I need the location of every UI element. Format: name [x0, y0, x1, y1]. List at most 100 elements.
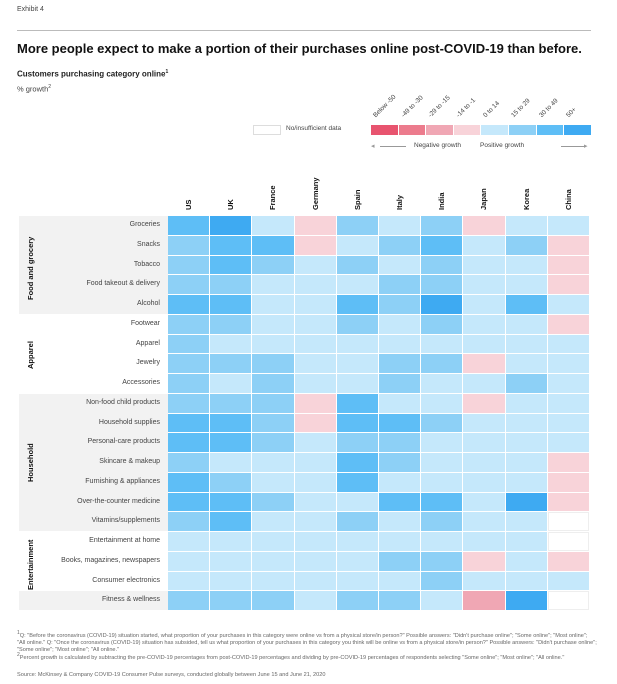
heatmap-cell — [336, 295, 378, 314]
heatmap-cell — [168, 255, 210, 275]
row-label: Accessories — [122, 379, 160, 386]
heatmap-cell — [336, 472, 378, 492]
heatmap-cell — [547, 295, 589, 314]
heatmap-cell — [336, 255, 378, 275]
heatmap-cell — [294, 591, 336, 610]
heatmap-cell — [168, 314, 210, 334]
row-label: Books, magazines, newspapers — [61, 556, 160, 564]
legend-swatch — [481, 125, 508, 135]
heatmap-cell — [379, 235, 421, 255]
heatmap-cell — [421, 255, 463, 275]
legend-no-data-label: No/insufficient data — [286, 125, 342, 132]
legend-bin-label: 0 to 14 — [482, 99, 502, 119]
heatmap-cell — [168, 393, 210, 413]
heatmap-cell — [168, 413, 210, 433]
heatmap-cell — [168, 591, 210, 610]
heatmap-cell — [421, 216, 463, 235]
footnote-ref: 2 — [48, 84, 52, 90]
heatmap-cell — [252, 216, 294, 235]
heatmap-cell — [379, 453, 421, 472]
row-label: Footwear — [130, 319, 160, 327]
heatmap-cell — [463, 314, 505, 334]
heatmap-cell — [505, 216, 547, 235]
heatmap-cell — [252, 492, 294, 512]
group-label: Household — [26, 443, 35, 483]
divider — [17, 30, 591, 31]
heatmap-cell — [463, 334, 505, 354]
heatmap-cell — [210, 235, 252, 255]
heatmap-cell — [210, 295, 252, 314]
heatmap-cell — [547, 314, 589, 334]
heatmap-cell — [252, 295, 294, 314]
heatmap-cell — [336, 492, 378, 512]
legend-bin-label: -14 to -1 — [454, 96, 477, 119]
heatmap-cell — [463, 512, 505, 531]
heatmap-cell — [463, 216, 505, 235]
heatmap-cell — [294, 235, 336, 255]
heatmap-cell — [336, 591, 378, 610]
heatmap-cell — [168, 275, 210, 294]
heatmap-cell — [210, 314, 252, 334]
heatmap-cell — [421, 532, 463, 551]
row-label: Alcohol — [137, 300, 160, 307]
heatmap-cell — [336, 374, 378, 393]
heatmap-cell — [379, 334, 421, 354]
group-band — [19, 532, 168, 591]
legend-bin-label: 50+ — [565, 106, 578, 119]
heatmap-cell — [252, 374, 294, 393]
legend-swatch — [509, 125, 536, 135]
heatmap-cell — [505, 413, 547, 433]
heatmap-cell — [168, 433, 210, 452]
footnote-1-text: Q: "Before the coronavirus (COVID-19) si… — [17, 632, 597, 653]
heatmap-cell — [505, 354, 547, 373]
heatmap-cell — [547, 275, 589, 294]
column-header: Korea — [521, 188, 531, 210]
heatmap-cell — [210, 433, 252, 452]
row-label: Apparel — [135, 339, 160, 347]
negative-arrow-line — [380, 146, 406, 147]
heatmap-cell — [463, 492, 505, 512]
heatmap-cell — [505, 532, 547, 551]
row-label: Consumer electronics — [92, 576, 160, 584]
heatmap-cell — [168, 374, 210, 393]
heatmap-cell — [294, 433, 336, 452]
legend-swatch — [536, 125, 564, 135]
heatmap-cell — [294, 334, 336, 354]
heatmap-cell — [252, 334, 294, 354]
heatmap-cell — [252, 433, 294, 452]
heatmap-cell — [379, 275, 421, 294]
heatmap-cell — [210, 591, 252, 610]
legend-swatch — [426, 125, 453, 135]
heatmap-cell — [210, 275, 252, 294]
heatmap-cell — [252, 571, 294, 591]
heatmap-cell — [379, 295, 421, 314]
heatmap-cell — [210, 492, 252, 512]
heatmap-cell — [463, 235, 505, 255]
heatmap-cell — [210, 393, 252, 413]
legend-swatch — [398, 125, 426, 135]
column-header: Germany — [310, 177, 320, 210]
legend-bin-label: -49 to -30 — [399, 94, 425, 119]
heatmap-cell — [547, 551, 589, 571]
heatmap-cell — [379, 472, 421, 492]
row-label: Food takeout & delivery — [86, 280, 160, 288]
heatmap-cell — [210, 374, 252, 393]
heatmap-cell — [336, 453, 378, 472]
heatmap-cell — [210, 413, 252, 433]
heatmap-cell — [505, 512, 547, 531]
heatmap-cell — [210, 453, 252, 472]
heatmap-cell — [421, 295, 463, 314]
heatmap-cell — [379, 374, 421, 393]
column-header: India — [437, 192, 447, 210]
legend-swatch — [371, 125, 398, 135]
heatmap-cell — [379, 591, 421, 610]
heatmap-cell — [421, 512, 463, 531]
heatmap-cell — [379, 255, 421, 275]
group-band — [19, 393, 168, 531]
legend-bin-label: -29 to -15 — [427, 94, 452, 119]
heatmap-cell — [168, 472, 210, 492]
heatmap-cell — [336, 413, 378, 433]
column-header: China — [563, 189, 573, 210]
group-band — [19, 591, 168, 610]
row-label: Entertainment at home — [89, 537, 160, 544]
